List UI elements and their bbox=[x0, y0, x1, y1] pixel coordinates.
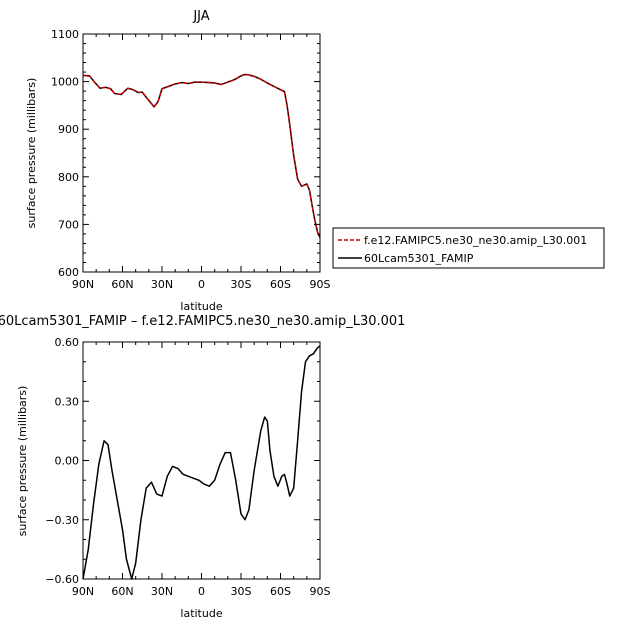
legend-label-series-2: 60Lcam5301_FAMIP bbox=[364, 252, 474, 265]
bottom-x-tick-label: 0 bbox=[198, 585, 205, 598]
bottom-x-tick-label: 90S bbox=[310, 585, 331, 598]
top-x-tick-label: 90N bbox=[72, 278, 94, 291]
bottom-x-tick-label: 60S bbox=[270, 585, 291, 598]
top-x-tick-label: 60N bbox=[111, 278, 133, 291]
top-y-tick-label: 700 bbox=[58, 218, 79, 231]
legend-label-series-1: f.e12.FAMIPC5.ne30_ne30.amip_L30.001 bbox=[364, 234, 587, 247]
top-panel-title: JJA bbox=[192, 9, 209, 24]
top-x-tick-label: 90S bbox=[310, 278, 331, 291]
top-series-line-1 bbox=[82, 73, 321, 239]
top-x-tick-label: 30S bbox=[231, 278, 252, 291]
legend: f.e12.FAMIPC5.ne30_ne30.amip_L30.001 60L… bbox=[332, 227, 605, 269]
top-y-tick-label: 1100 bbox=[51, 28, 79, 41]
bottom-series-line-1 bbox=[82, 345, 321, 580]
bottom-y-tick-label: 0.00 bbox=[55, 455, 80, 468]
top-y-tick-label: 800 bbox=[58, 171, 79, 184]
top-y-tick-label: 1000 bbox=[51, 76, 79, 89]
bottom-x-tick-label: 90N bbox=[72, 585, 94, 598]
top-x-tick-label: 0 bbox=[198, 278, 205, 291]
bottom-y-tick-label: 0.30 bbox=[55, 395, 80, 408]
legend-box bbox=[332, 227, 605, 269]
top-x-tick-label: 30N bbox=[151, 278, 173, 291]
top-plot-area: 90N 60N 30N 0 30S 60S 90S 600 700 800 900 1000 1100 bbox=[51, 28, 331, 291]
bottom-y-axis-title: surface pressure (millibars) bbox=[16, 386, 29, 537]
bottom-y-tick-label: 0.60 bbox=[55, 336, 80, 349]
top-plot-frame bbox=[82, 33, 321, 273]
bottom-y-tick-label: −0.30 bbox=[45, 514, 79, 527]
bottom-x-axis-title: latitude bbox=[180, 607, 222, 620]
bottom-y-tick-label: −0.60 bbox=[45, 573, 79, 586]
top-y-tick-label: 600 bbox=[58, 266, 79, 279]
top-y-tick-label: 900 bbox=[58, 123, 79, 136]
bottom-x-tick-label: 60N bbox=[111, 585, 133, 598]
bottom-x-tick-label: 30S bbox=[231, 585, 252, 598]
bottom-panel: 60Lcam5301_FAMIP – f.e12.FAMIPC5.ne30_ne… bbox=[0, 314, 405, 620]
bottom-plot-frame bbox=[82, 341, 321, 580]
top-x-tick-label: 60S bbox=[270, 278, 291, 291]
top-y-axis-title: surface pressure (millibars) bbox=[25, 78, 38, 229]
top-series-line-2 bbox=[82, 73, 321, 239]
bottom-x-tick-label: 30N bbox=[151, 585, 173, 598]
bottom-panel-title: 60Lcam5301_FAMIP – f.e12.FAMIPC5.ne30_ne… bbox=[0, 314, 405, 329]
top-panel: JJA 90N 60N 30N 0 30S 60S 90S 600 700 800 900 1000 1… bbox=[25, 9, 331, 313]
bottom-plot-area: 90N 60N 30N 0 30S 60S 90S −0.60 −0.30 0.00 0.30 0.6… bbox=[45, 336, 330, 598]
top-x-axis-title: latitude bbox=[180, 300, 222, 313]
